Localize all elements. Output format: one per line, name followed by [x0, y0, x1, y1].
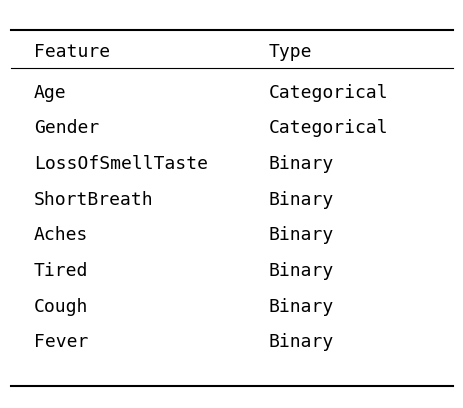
Text: Aches: Aches — [34, 226, 88, 244]
Text: Categorical: Categorical — [269, 119, 388, 137]
Text: ShortBreath: ShortBreath — [34, 191, 153, 208]
Text: Fever: Fever — [34, 333, 88, 351]
Text: Tired: Tired — [34, 262, 88, 280]
Text: Binary: Binary — [269, 226, 333, 244]
Text: Gender: Gender — [34, 119, 99, 137]
Text: Binary: Binary — [269, 297, 333, 315]
Text: Categorical: Categorical — [269, 84, 388, 102]
Text: Age: Age — [34, 84, 66, 102]
Text: Binary: Binary — [269, 262, 333, 280]
Text: Binary: Binary — [269, 191, 333, 208]
Text: Feature: Feature — [34, 43, 110, 61]
Text: LossOfSmellTaste: LossOfSmellTaste — [34, 155, 207, 173]
Text: Type: Type — [269, 43, 312, 61]
Text: Binary: Binary — [269, 155, 333, 173]
Text: Binary: Binary — [269, 333, 333, 351]
Text: Cough: Cough — [34, 297, 88, 315]
